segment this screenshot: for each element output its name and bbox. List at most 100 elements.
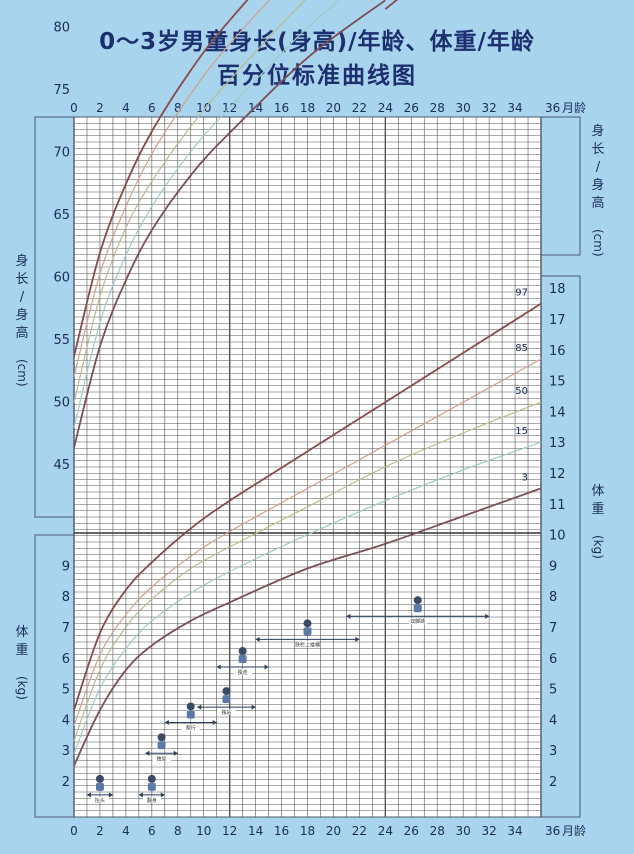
x-tick-label-top: 32: [481, 101, 496, 115]
height-axis-title-right: 身: [591, 177, 604, 193]
x-tick-label-bottom: 32: [481, 824, 496, 838]
weight-percentile-label: 85: [515, 343, 528, 354]
child-figure-icon: [157, 733, 166, 750]
height-tick-label-left: 50: [53, 396, 70, 411]
child-head-icon: [95, 774, 104, 783]
x-tick-label-bottom: 10: [196, 824, 211, 838]
weight-tick-label-left: 5: [62, 683, 70, 698]
weight-axis-title-right: 体: [591, 484, 604, 499]
milestone-label: 独站: [221, 709, 231, 716]
milestone-label: 独走: [238, 669, 248, 676]
child-head-icon: [147, 774, 156, 783]
height-axis-title-left: 长: [15, 272, 28, 287]
weight-tick-label-right: 15: [549, 375, 566, 390]
weight-tick-label-right: 14: [549, 405, 566, 420]
weight-tick-label-right: 12: [549, 467, 566, 482]
weight-tick-label-right: 16: [549, 344, 566, 359]
milestone-爬行: 爬行: [164, 702, 217, 731]
x-tick-label-bottom: 12: [222, 824, 237, 838]
x-tick-label-bottom: 16: [274, 824, 289, 838]
milestone-label-bg: [90, 796, 109, 803]
milestone-独走: 独走: [216, 647, 269, 676]
height-axis-title-right: 长: [591, 142, 604, 157]
milestone-label: 爬行: [186, 724, 196, 731]
milestone-label-bg: [298, 641, 317, 648]
left-weight-frame: [34, 534, 75, 818]
child-figure-icon: [147, 774, 156, 791]
child-figure-icon: [95, 774, 104, 791]
child-head-icon: [222, 687, 231, 696]
milestone-arrow-left: [138, 792, 143, 798]
milestone-label-bg: [181, 724, 200, 731]
x-tick-label-bottom: 36: [545, 824, 560, 838]
child-figure-icon: [413, 596, 422, 613]
x-tick-label-top: 24: [378, 101, 393, 115]
milestone-arrow-left: [346, 613, 351, 619]
height-tick-label-left: 45: [53, 458, 70, 473]
milestone-arrow-left: [164, 719, 169, 725]
height-tick-label-left: 80: [53, 21, 70, 36]
child-body-icon: [147, 782, 156, 791]
x-tick-label-bottom: 26: [404, 824, 419, 838]
weight-curve-p3: [73, 487, 542, 766]
weight-curve-p97: [73, 302, 542, 711]
milestone-arrow-left: [86, 792, 91, 798]
x-tick-label-bottom: 28: [430, 824, 445, 838]
chart-subtitle: 百分位标准曲线图: [217, 63, 417, 89]
height-axis-title-left: /: [20, 290, 25, 305]
weight-tick-label-right: 10: [549, 529, 566, 544]
height-axis-title-left: (cm): [15, 359, 29, 387]
x-tick-label-bottom: 4: [122, 824, 130, 838]
height-tick-label-left: 60: [53, 271, 70, 286]
x-tick-label-top: 6: [148, 101, 156, 115]
weight-percentile-label: 3: [522, 472, 528, 483]
milestone-独站: 独站: [197, 687, 256, 716]
weight-tick-label-right: 7: [549, 621, 557, 636]
x-tick-label-bottom: 6: [148, 824, 156, 838]
height-curve-infant-p85: [73, 0, 271, 377]
x-tick-label-top: 36: [545, 101, 560, 115]
x-tick-label-bottom: 34: [507, 824, 522, 838]
x-tick-label-top: 34: [507, 101, 522, 115]
height-series: [73, 0, 399, 449]
height-axis-title-right: 高: [591, 195, 604, 211]
x-tick-label-bottom: 20: [326, 824, 341, 838]
height-curve-infant-p15: [73, 0, 341, 428]
weight-axis-title-right: 重: [591, 501, 604, 517]
milestone-label-bg: [408, 618, 427, 625]
weight-series: [73, 302, 542, 766]
milestone-双脚跳: 双脚跳: [346, 596, 490, 625]
child-body-icon: [157, 741, 166, 750]
height-axis-title-left: 身: [15, 253, 28, 269]
child-figure-icon: [186, 702, 195, 719]
milestone-arrow-right: [173, 750, 178, 756]
milestone-扶栏上楼梯: 扶栏上楼梯: [255, 619, 360, 648]
child-head-icon: [157, 733, 166, 742]
weight-percentile-label: 97: [515, 288, 528, 299]
child-figure-icon: [303, 619, 312, 636]
child-body-icon: [186, 710, 195, 719]
child-head-icon: [413, 596, 422, 605]
height-axis-title-right: (cm): [591, 229, 605, 257]
height-axis-title-right: /: [596, 160, 601, 175]
height-tick-label-left: 75: [53, 83, 70, 98]
weight-tick-label-left: 4: [62, 713, 70, 728]
child-body-icon: [303, 627, 312, 636]
weight-curve-p85: [73, 358, 542, 726]
weight-tick-label-right: 4: [549, 713, 557, 728]
child-head-icon: [238, 647, 247, 656]
x-unit-label-top: 月龄: [562, 101, 586, 115]
height-curve-infant-p97: [73, 0, 249, 357]
weight-tick-label-right: 5: [549, 683, 557, 698]
weight-tick-label-right: 3: [549, 744, 557, 759]
weight-axis-title-left: 体: [15, 625, 28, 640]
height-curve-toddler-p3: [384, 0, 399, 10]
x-tick-label-top: 8: [174, 101, 182, 115]
x-tick-label-top: 26: [404, 101, 419, 115]
milestone-arrow-left: [216, 664, 221, 670]
weight-tick-label-right: 8: [549, 590, 557, 605]
weight-percentile-label: 15: [515, 426, 528, 437]
height-tick-label-left: 65: [53, 208, 70, 223]
weight-curve-p15: [73, 441, 542, 754]
